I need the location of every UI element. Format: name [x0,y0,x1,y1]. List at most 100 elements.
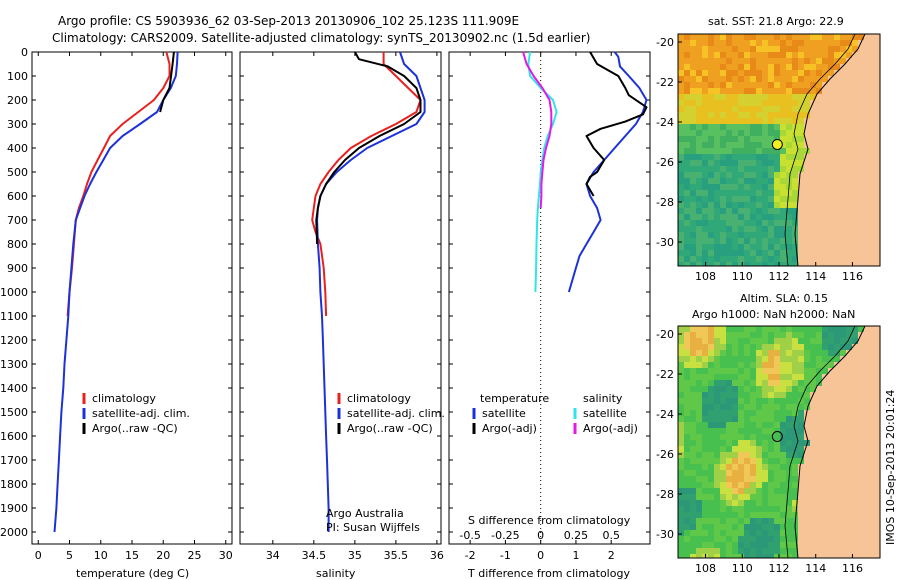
x-tick-label: 10 [94,549,108,562]
depth-tick-label: 1000 [0,286,28,299]
salinity-axes-frame [239,51,442,545]
depth-tick-label: 600 [7,190,28,203]
x-tick-label: 0 [537,549,544,562]
depth-tick-label: 700 [7,214,28,227]
x-tick-label: 15 [125,549,139,562]
salinity-tick-labels: 34 34.5 35 35.5 36 [266,549,444,562]
legend-label: satellite-adj. clim. [347,407,445,420]
depth-tick-label: 200 [7,94,28,107]
t-difference-xlabel: T difference from climatology [467,567,630,580]
legend-label: climatology [92,392,156,405]
latitude-tick-label: -24 [656,116,674,129]
map-raster [678,34,880,266]
temperature-series [32,51,232,544]
latitude-tick-label: -30 [656,236,674,249]
coastline [794,34,866,266]
latitude-tick-label: -26 [656,156,674,169]
legend-heading-salinity: salinity [583,392,623,405]
x-tick-label: 30 [219,549,233,562]
longitude-tick-label: 108 [695,562,716,575]
longitude-tick-label: 114 [805,562,826,575]
latitude-tick-label: -28 [656,488,674,501]
longitude-tick-label: 116 [842,270,863,283]
legend-label: Argo(..raw -QC) [92,422,178,435]
latitude-tick-label: -20 [656,36,674,49]
series-line-3 [522,51,553,209]
s-tick-label: 0.5 [602,529,620,542]
x-tick-label: 2 [608,549,615,562]
depth-tick-label: 1700 [0,454,28,467]
depth-tick-label: 1300 [0,358,28,371]
temperature-legend: climatology satellite-adj. clim. Argo(..ra… [82,392,190,435]
depth-tick-label: 1500 [0,406,28,419]
sla-map-tick-labels: 108 110 112 114 116 -20 -22 -24 -26 -28 -30 [656,328,863,575]
depth-tick-label: 300 [7,118,28,131]
salinity-annotation-line-1: Argo Australia [326,507,404,520]
series-line-2 [527,51,558,293]
latitude-tick-label: -26 [656,448,674,461]
depth-tick-label: 500 [7,166,28,179]
depth-tick-label: 1600 [0,430,28,443]
series-line-2 [159,51,175,113]
map-raster [678,326,880,558]
s-tick-label: 0.25 [564,529,589,542]
s-tick-label: -0.5 [459,529,480,542]
legend-label: satellite [583,407,627,420]
salinity-panel: 34 34.5 35 35.5 36 salinity climatology satel… [239,51,445,580]
longitude-tick-label: 108 [695,270,716,283]
legend-label: satellite [482,407,526,420]
sla-map-panel: Altim. SLA: 0.15 Argo h1000: NaN h2000: … [656,292,881,575]
s-tick-label: 0 [537,529,544,542]
legend-label: climatology [347,392,411,405]
longitude-tick-label: 112 [769,270,790,283]
series-line-0 [567,51,648,293]
sst-map-panel: sat. SST: 21.8 Argo: 22.9 108 110 112 114 11… [656,15,881,283]
t-difference-tick-labels: -2 -1 0 1 2 [465,549,615,562]
legend-label: Argo(-adj) [482,422,537,435]
sst-map-image [678,34,880,266]
difference-axes-frame [448,51,651,545]
depth-tick-label: 1100 [0,310,28,323]
longitude-tick-label: 116 [842,562,863,575]
depth-tick-label: 1800 [0,478,28,491]
temperature-xlabel: temperature (deg C) [76,567,189,580]
bathymetry-contour [784,34,856,266]
latitude-tick-label: -24 [656,408,674,421]
temperature-panel: 0100200300400500600700800900100011001200… [0,46,233,580]
x-tick-label: 35.5 [384,549,409,562]
difference-panel: -2 -1 0 1 2 -0.5 -0.25 0 0.25 0.5 S difference f… [448,51,651,580]
header-line-1: Argo profile: CS 5903936_62 03-Sep-2013 … [58,14,519,28]
x-tick-label: 0 [35,549,42,562]
x-tick-label: 20 [156,549,170,562]
sla-map-title: Altim. SLA: 0.15 [740,292,828,305]
coastline [794,326,866,558]
latitude-tick-label: -22 [656,76,674,89]
longitude-tick-label: 110 [732,270,753,283]
series-line-2 [315,51,422,245]
x-tick-label: -2 [465,549,476,562]
salinity-annotation-line-2: PI: Susan Wijffels [326,521,420,534]
series-line-1 [53,51,179,533]
x-tick-label: 34 [266,549,280,562]
depth-tick-label: 1400 [0,382,28,395]
depth-tick-label: 100 [7,70,28,83]
x-tick-label: 35 [348,549,362,562]
depth-tick-label: 800 [7,238,28,251]
latitude-tick-label: -30 [656,528,674,541]
depth-tick-labels: 0 100 200 300 400 500 600 700 800 900 1000 1100 1200… [0,46,28,539]
series-line-1 [585,51,648,197]
s-difference-tick-labels: -0.5 -0.25 0 0.25 0.5 [459,529,620,542]
salinity-legend: climatology satellite-adj. clim. Argo(..ra… [337,392,445,435]
argo-position-marker [771,138,783,150]
depth-tick-label: 1900 [0,502,28,515]
x-tick-label: 34.5 [302,549,327,562]
salinity-xlabel: salinity [316,567,356,580]
sla-map-subtitle: Argo h1000: NaN h2000: NaN [692,308,855,321]
legend-label: Argo(-adj) [583,422,638,435]
sst-map-tick-labels: 108 110 112 114 116 -20 -22 -24 -26 -28 -30 [656,36,863,283]
longitude-tick-label: 112 [769,562,790,575]
x-tick-label: -1 [500,549,511,562]
sst-map-title: sat. SST: 21.8 Argo: 22.9 [708,15,844,28]
difference-series [449,51,650,544]
